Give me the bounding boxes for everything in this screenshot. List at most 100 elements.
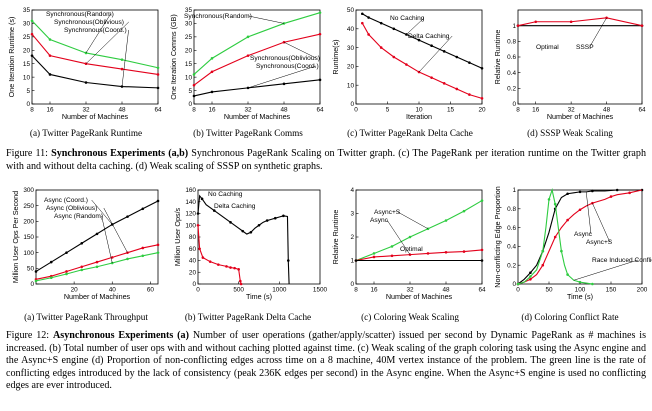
fig11-a-subcaption: (a) Twitter PageRank Runtime: [29, 128, 143, 138]
plot-frame: [355, 9, 483, 105]
fig11-panel-c: 0 5 10 15 20 0 10 20 30 40 50 Iteration Runtime(s) No…: [330, 4, 488, 126]
x-tick-label: 500: [233, 287, 244, 294]
data-point-race-induced-conflicts: [566, 273, 569, 276]
data-point-async: [462, 250, 466, 253]
series-label-async-oblivious: Async (Oblivious): [46, 205, 97, 212]
x-tick-label: 200: [637, 287, 648, 294]
data-point-async-coord: [65, 251, 68, 254]
leader-line: [418, 35, 453, 73]
series-label-race-induced-conflicts: Race Induced Conflicts: [592, 257, 652, 264]
data-point-synchronous-random: [192, 73, 196, 76]
x-tick-label: 1500: [313, 287, 328, 294]
data-point-synchronous-random: [30, 19, 34, 23]
y-tick-label: 0: [350, 281, 354, 288]
y-tick-label: 0.6: [507, 54, 516, 61]
y-tick-label: 0.8: [507, 39, 516, 46]
x-tick-label: 5: [386, 107, 390, 114]
data-point-async: [578, 190, 582, 194]
y-tick-label: 1: [512, 187, 516, 194]
y-tick-label: 0: [192, 281, 196, 288]
data-point-no-caching: [273, 216, 277, 220]
y-axis-label: Relative Runtime: [493, 30, 502, 85]
x-tick-label: 20: [478, 107, 486, 114]
data-point-delta-caching: [237, 268, 240, 271]
data-point-synchronous-coord: [246, 86, 250, 90]
data-point-async: [566, 192, 569, 196]
data-point-no-caching: [442, 50, 446, 53]
data-point-synchronous-coord: [48, 73, 52, 76]
data-point-async-coord: [34, 270, 38, 273]
data-point-no-caching: [379, 21, 383, 25]
data-point-race-induced-conflicts: [578, 280, 582, 284]
data-point-delta-caching: [430, 76, 433, 79]
leader-line: [592, 203, 611, 243]
data-point-async-s: [628, 191, 631, 195]
x-tick-label: 8: [516, 107, 520, 114]
fig11-panel-b: 8 16 32 48 64 0 5 10 15 20 25 30 35 Number of Machine…: [168, 4, 326, 126]
leader-line: [85, 21, 129, 64]
data-point-async-s: [444, 219, 448, 222]
data-point-sssp: [516, 24, 520, 27]
data-point-async-coord: [95, 232, 99, 236]
data-point-no-caching: [196, 212, 200, 215]
fig12-panel-b: 0 500 1000 1500 0 20 40 60 80 100 120 140 160 Time (s…: [168, 184, 328, 310]
y-tick-label: 0: [512, 101, 516, 108]
data-point-no-caching: [392, 27, 396, 31]
series-line-no-caching: [197, 194, 290, 285]
data-point-synchronous-oblivious: [120, 67, 124, 71]
y-tick-label: 10: [185, 74, 193, 81]
y-tick-label: 140: [185, 199, 196, 206]
leader-line: [101, 215, 113, 264]
data-point-delta-caching: [392, 55, 396, 59]
data-point-no-caching: [241, 229, 245, 233]
series-label-no-caching: No Caching: [208, 191, 243, 198]
data-point-no-caching: [430, 44, 433, 48]
data-point-synchronous-coord: [156, 86, 160, 90]
data-point-sssp: [569, 20, 573, 24]
data-point-async-oblivious: [80, 265, 84, 269]
y-tick-label: 0: [188, 101, 192, 108]
data-point-synchronous-random: [246, 35, 250, 39]
data-point-async-s: [480, 199, 484, 202]
x-tick-label: 100: [575, 287, 586, 294]
y-tick-label: 10: [23, 74, 31, 81]
data-point-delta-caching: [367, 33, 370, 36]
x-tick-label: 48: [280, 107, 288, 114]
x-tick-label: 16: [532, 107, 540, 114]
x-tick-label: 64: [316, 107, 324, 114]
fig11-caption-title: Synchronous Experiments (a,b): [51, 148, 189, 159]
x-axis-label: Iteration: [406, 112, 432, 121]
y-tick-label: 35: [23, 7, 31, 14]
data-point-optimal: [354, 259, 358, 262]
x-tick-label: 48: [118, 107, 126, 114]
data-point-race-induced-conflicts: [529, 275, 532, 278]
fig11-panel-a: 8 16 32 48 64 0 5 10 15 20 25 30 35 Number of Machine…: [6, 4, 164, 126]
data-point-async: [480, 248, 484, 252]
data-point-async-random: [49, 276, 53, 280]
y-axis-label: Relative Runtime: [331, 210, 340, 265]
data-point-delta-caching: [238, 279, 242, 283]
data-point-synchronous-oblivious: [246, 54, 250, 57]
y-tick-label: 35: [185, 7, 193, 14]
data-point-delta-caching: [217, 263, 220, 266]
x-tick-label: 64: [154, 107, 162, 114]
y-tick-label: 30: [185, 21, 193, 28]
data-point-synchronous-oblivious: [192, 83, 196, 87]
x-tick-label: 50: [545, 287, 553, 294]
fig12-panel-c: 8 16 32 48 64 0 1 2 3 4 Number of Machines Relative…: [330, 184, 488, 310]
data-point-async-s: [462, 209, 466, 213]
data-point-delta-caching: [208, 260, 212, 263]
fig11-c-subcaption: (c) Twitter PageRank Delta Cache: [347, 128, 473, 138]
data-point-async-s: [372, 252, 376, 255]
x-tick-label: 32: [406, 287, 414, 294]
x-tick-label: 150: [606, 287, 617, 294]
y-tick-label: 15: [23, 61, 31, 68]
y-tick-label: 0: [512, 281, 516, 288]
data-point-delta-caching: [405, 63, 408, 66]
data-point-async-s: [408, 235, 412, 239]
leader-line: [283, 42, 317, 59]
data-point-synchronous-oblivious: [30, 32, 34, 36]
x-axis-label: Number of Machines: [547, 112, 614, 121]
x-axis-label: Number of Machines: [64, 292, 131, 301]
x-tick-label: 0: [354, 107, 358, 114]
